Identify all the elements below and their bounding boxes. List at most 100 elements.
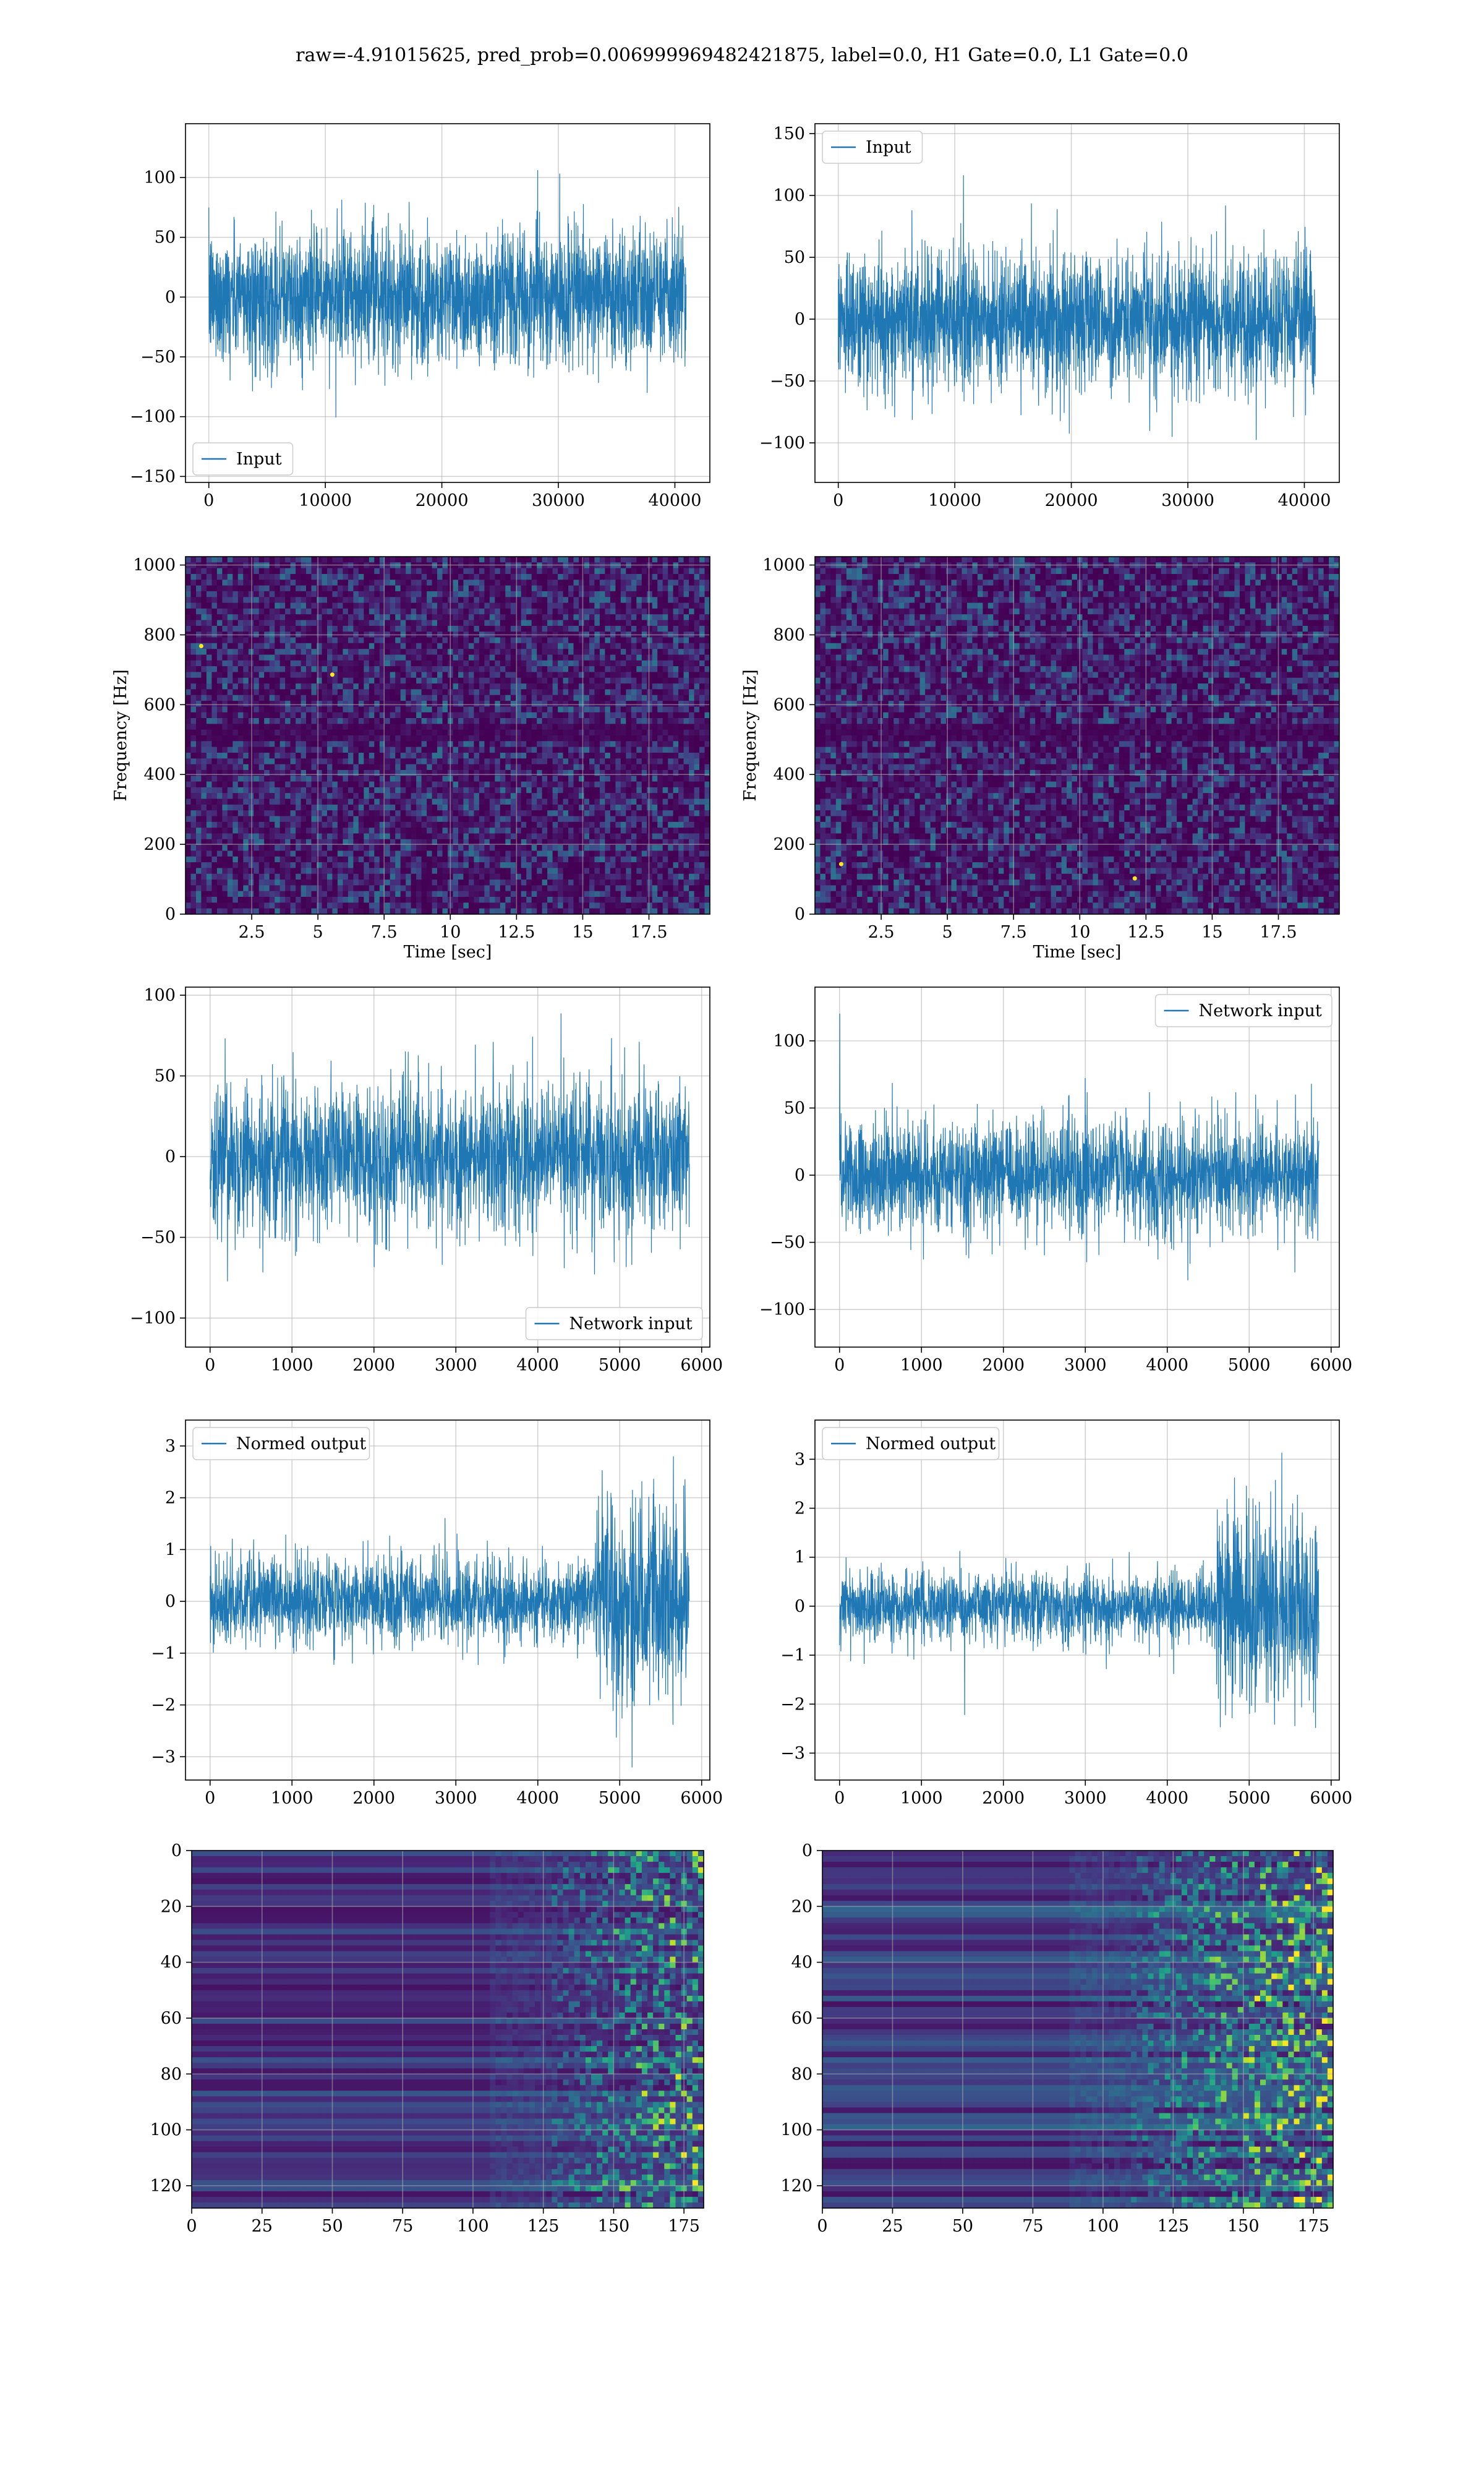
heatmap-cell — [222, 718, 228, 724]
heatmap-cell — [385, 776, 391, 782]
heatmap-cell — [211, 672, 218, 678]
heatmap-cell — [605, 798, 611, 805]
heatmap-cell — [206, 776, 212, 782]
heatmap-cell — [301, 741, 307, 748]
spectrogram-h1-panel: 2.5 5 7.5 10 12.5 15 17.502004006008001000Time… — [111, 556, 710, 962]
heatmap-cell — [348, 781, 354, 788]
heatmap-cell — [237, 828, 244, 834]
heatmap-cell — [579, 660, 585, 667]
heatmap-cell — [484, 660, 490, 667]
heatmap-cell — [437, 706, 443, 713]
heatmap-cell — [521, 608, 527, 615]
heatmap-cell — [437, 672, 443, 678]
heatmap-cell — [631, 597, 637, 604]
heatmap-cell — [432, 747, 438, 753]
heatmap-cell — [610, 557, 616, 563]
heatmap-cell — [211, 781, 218, 788]
heatmap-cell — [594, 654, 600, 661]
heatmap-cell — [279, 724, 286, 730]
heatmap-cell — [647, 689, 653, 696]
heatmap-cell — [615, 666, 621, 672]
heatmap-cell — [196, 729, 202, 736]
heatmap-cell — [704, 649, 710, 656]
heatmap-cell — [662, 781, 668, 788]
heatmap-cell — [521, 602, 527, 609]
heatmap-cell — [636, 718, 642, 724]
heatmap-cell — [474, 781, 480, 788]
heatmap-cell — [568, 580, 574, 586]
heatmap-cell — [306, 602, 312, 609]
heatmap-cell — [573, 591, 579, 597]
heatmap-cell — [390, 660, 396, 667]
heatmap-cell — [558, 735, 564, 742]
heatmap-cell — [379, 666, 385, 672]
heatmap-cell — [458, 787, 464, 794]
heatmap-cell — [348, 585, 354, 592]
heatmap-cell — [537, 666, 543, 672]
heatmap-cell — [641, 677, 647, 684]
heatmap-cell — [206, 597, 212, 604]
heatmap-cell — [657, 683, 663, 690]
heatmap-cell — [232, 776, 239, 782]
heatmap-cell — [395, 741, 401, 748]
heatmap-cell — [290, 781, 296, 788]
heatmap-cell — [620, 776, 626, 782]
heatmap-cell — [573, 747, 579, 753]
heatmap-cell — [317, 769, 323, 776]
heatmap-cell — [458, 660, 464, 667]
heatmap-cell — [542, 729, 548, 736]
heatmap-cell — [453, 695, 459, 701]
heatmap-cell — [306, 798, 312, 805]
heatmap-cell — [489, 580, 495, 586]
heatmap-cell — [264, 776, 270, 782]
heatmap-cell — [699, 753, 706, 759]
heatmap-cell — [683, 654, 689, 661]
heatmap-cell — [400, 816, 406, 823]
heatmap-cell — [610, 568, 616, 575]
heatmap-cell — [258, 769, 265, 776]
heatmap-cell — [657, 585, 663, 592]
heatmap-cell — [290, 701, 296, 707]
heatmap-cell — [568, 614, 574, 621]
heatmap-cell — [500, 683, 506, 690]
heatmap-cell — [552, 816, 558, 823]
heatmap-cell — [463, 753, 469, 759]
heatmap-cell — [500, 602, 506, 609]
heatmap-cell — [416, 712, 422, 719]
heatmap-cell — [610, 574, 616, 580]
heatmap-cell — [442, 672, 448, 678]
heatmap-cell — [227, 608, 233, 615]
heatmap-cell — [190, 753, 197, 759]
heatmap-cell — [369, 625, 375, 632]
heatmap-cell — [269, 701, 275, 707]
heatmap-cell — [505, 591, 511, 597]
heatmap-cell — [479, 718, 485, 724]
heatmap-cell — [258, 787, 265, 794]
heatmap-cell — [327, 701, 333, 707]
heatmap-cell — [531, 660, 537, 667]
heatmap-cell — [432, 828, 438, 834]
heatmap-cell — [484, 787, 490, 794]
heatmap-cell — [269, 735, 275, 742]
heatmap-cell — [190, 689, 197, 696]
heatmap-cell — [227, 602, 233, 609]
heatmap-cell — [626, 793, 632, 800]
heatmap-cell — [558, 620, 564, 627]
heatmap-cell — [311, 683, 317, 690]
heatmap-cell — [364, 585, 370, 592]
heatmap-cell — [647, 695, 653, 701]
heatmap-cell — [458, 735, 464, 742]
heatmap-cell — [379, 798, 385, 805]
heatmap-cell — [463, 706, 469, 713]
heatmap-cell — [610, 660, 616, 667]
heatmap-cell — [264, 706, 270, 713]
heatmap-cell — [636, 741, 642, 748]
heatmap-cell — [237, 758, 244, 765]
heatmap-cell — [678, 776, 684, 782]
heatmap-cell — [458, 585, 464, 592]
heatmap-cell — [222, 735, 228, 742]
heatmap-cell — [254, 580, 260, 586]
heatmap-cell — [484, 695, 490, 701]
heatmap-cell — [704, 804, 710, 811]
heatmap-cell — [678, 591, 684, 597]
